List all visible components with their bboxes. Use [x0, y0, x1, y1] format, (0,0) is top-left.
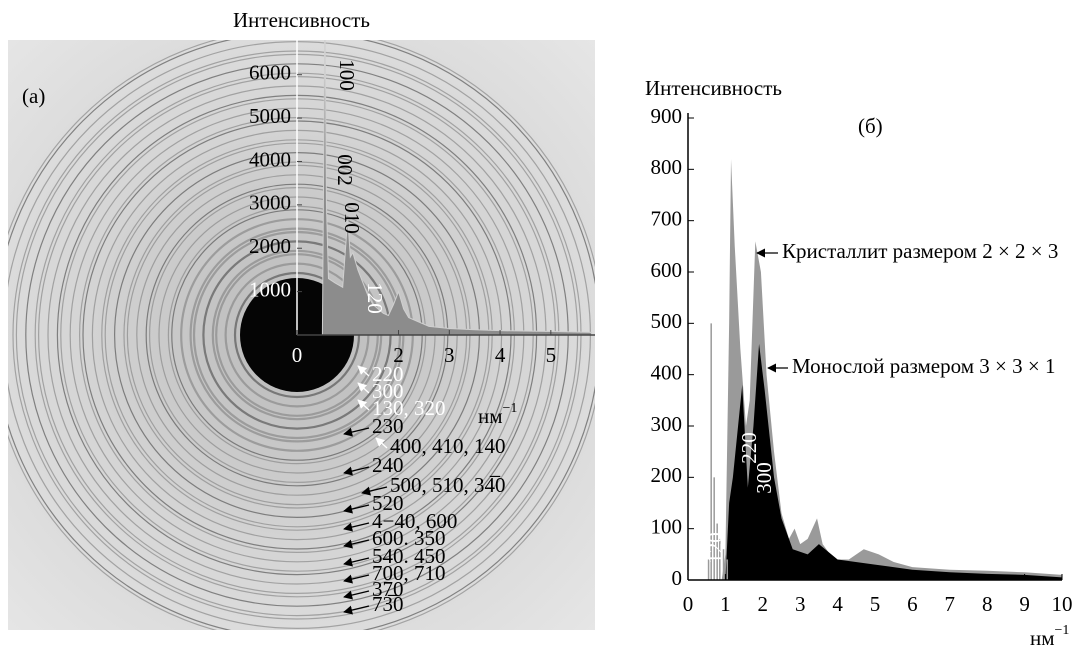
peak-label: 120 [363, 282, 387, 314]
x-tick-label: 4 [495, 343, 506, 367]
y-tick-label: 3000 [249, 191, 291, 215]
y-tick-label: 800 [651, 155, 683, 179]
reflection-label: 500, 510, 34̅0 [390, 473, 506, 497]
x-tick-label: 1 [720, 592, 731, 616]
x-tick-label: 0 [292, 343, 303, 367]
y-tick-label: 300 [651, 412, 683, 436]
reflection-label: 370 [372, 577, 404, 601]
x-axis-label: нм−1 [478, 401, 517, 428]
x-tick-label: 0 [683, 592, 694, 616]
y-axis-label: Интенсивность [233, 8, 370, 32]
peak-label: 120 [703, 532, 727, 564]
reflection-label: 220 [372, 362, 404, 386]
reflection-arrow [343, 504, 370, 514]
reflection-arrow [357, 399, 370, 411]
reflection-arrow [361, 486, 388, 496]
y-axis-label: Интенсивность [645, 76, 782, 100]
reflection-label: 230 [372, 414, 404, 438]
y-tick-label: 6000 [249, 61, 291, 85]
y-tick-label: 600 [651, 258, 683, 282]
y-tick-label: 5000 [249, 104, 291, 128]
reflection-label: 300 [372, 379, 404, 403]
y-tick-label: 200 [651, 463, 683, 487]
reflection-label: 520 [372, 491, 404, 515]
peak-label: 010 [340, 202, 364, 234]
panel-label: (б) [858, 114, 883, 138]
x-axis-label: нм−1 [1030, 623, 1069, 650]
y-tick-label: 700 [651, 206, 683, 230]
x-tick-label: 4 [832, 592, 843, 616]
x-axis-label-sup: −1 [503, 401, 518, 416]
reflection-arrow [343, 574, 370, 584]
panel-label: (a) [22, 84, 45, 108]
y-tick-label: 500 [651, 309, 683, 333]
y-tick-label: 400 [651, 360, 683, 384]
y-tick-label: 2000 [249, 234, 291, 258]
intensity-profile [321, 40, 592, 335]
x-axis-label-sup: −1 [1055, 623, 1070, 638]
peak-label: 300 [752, 462, 776, 494]
y-tick-label: 0 [672, 566, 683, 590]
reflection-arrow [343, 605, 370, 615]
reflection-arrow [357, 382, 370, 394]
reflection-arrow [375, 437, 388, 449]
reflection-arrow [343, 466, 370, 476]
reflection-label: 240 [372, 453, 404, 477]
annotation: Монослой размером 3 × 3 × 1 [792, 354, 1055, 378]
x-tick-label: 3 [444, 343, 455, 367]
reflection-label: 600. 350 [372, 526, 446, 550]
peak-label: 100 [335, 59, 359, 91]
reflection-label: 400, 410, 140 [390, 434, 506, 458]
intensity-area [725, 343, 1062, 580]
y-tick-label: 4000 [249, 147, 291, 171]
x-tick-label: 5 [870, 592, 881, 616]
annotation: Кристаллит размером 2 × 2 × 3 [782, 239, 1058, 263]
reflection-arrow [343, 557, 370, 567]
x-tick-label: 10 [1052, 592, 1073, 616]
x-tick-label: 9 [1019, 592, 1030, 616]
reflection-arrow [343, 427, 370, 437]
x-tick-label: 5 [546, 343, 557, 367]
reflection-label: 4−40, 600 [372, 509, 457, 533]
reflection-arrow [343, 539, 370, 549]
y-tick-label: 900 [651, 104, 683, 128]
reflection-arrow [357, 365, 370, 377]
x-tick-label: 3 [795, 592, 806, 616]
reflection-label: 700, 710 [372, 561, 446, 585]
reflection-arrow [343, 522, 370, 532]
reflection-label: 73̅0 [372, 592, 404, 616]
peak-label: 220 [737, 432, 761, 464]
y-tick-label: 1000 [249, 277, 291, 301]
x-tick-label: 2 [758, 592, 769, 616]
panel-a: 1000 2000 3000 4000 5000 6000 0 2 3 4 5 Интенсивнос… [22, 8, 595, 616]
y-tick-label: 100 [651, 514, 683, 538]
x-tick-label: 6 [907, 592, 918, 616]
reflection-label: 540. 450 [372, 544, 446, 568]
panel-b: 0 100 200 300 400 500 600 700 800 900 0 1 2 3 4 5 6 7 8 9 10… [645, 76, 1073, 650]
reflection-arrow [343, 590, 370, 600]
x-tick-label: 8 [982, 592, 993, 616]
reflection-label: 130, 320 [372, 396, 446, 420]
x-tick-label: 7 [945, 592, 956, 616]
x-tick-label: 2 [393, 343, 404, 367]
peak-label: 002 [333, 154, 357, 186]
